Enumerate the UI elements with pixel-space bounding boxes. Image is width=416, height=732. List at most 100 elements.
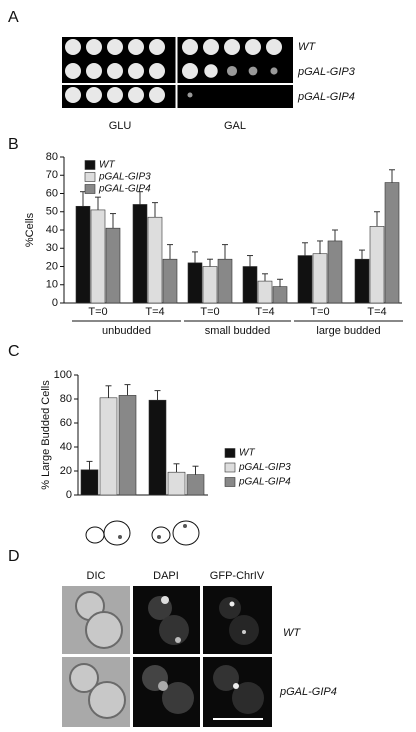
bar	[272, 286, 288, 304]
panel-label: A	[8, 9, 19, 26]
bar	[118, 395, 137, 496]
y-axis-label: %Cells	[24, 212, 36, 247]
legend-label: WT	[239, 448, 255, 459]
spot	[65, 39, 81, 55]
strain-label: pGAL-GIP4	[297, 91, 355, 103]
bar	[148, 399, 167, 496]
legend-label: pGAL-GIP4	[98, 184, 151, 195]
bar	[327, 240, 343, 304]
spot	[204, 64, 218, 78]
bar	[99, 397, 118, 496]
spot	[149, 39, 165, 55]
x-tick-label: T=4	[255, 306, 274, 318]
y-tick-label: 40	[60, 441, 72, 453]
spot	[203, 39, 219, 55]
strain-label: pGAL-GIP4	[279, 686, 337, 698]
x-tick-label: T=0	[200, 306, 219, 318]
bar	[167, 471, 186, 496]
spot	[149, 87, 165, 103]
bar	[242, 266, 258, 304]
spot	[107, 63, 123, 79]
spot	[107, 39, 123, 55]
channel-label: DIC	[87, 570, 106, 582]
legend-label: pGAL-GIP3	[98, 172, 151, 183]
bar	[369, 226, 385, 304]
plate-spots	[65, 39, 282, 103]
strain-label: WT	[283, 627, 301, 639]
bar	[162, 258, 178, 304]
bar	[217, 258, 233, 304]
spot	[86, 63, 102, 79]
bar	[105, 227, 121, 304]
spot	[270, 67, 278, 75]
x-tick-label: T=4	[145, 306, 164, 318]
spot	[182, 39, 198, 55]
spot	[65, 87, 81, 103]
y-tick-label: 80	[46, 151, 58, 163]
spot	[107, 87, 123, 103]
y-tick-label: 70	[46, 169, 58, 181]
bar	[147, 216, 163, 304]
bar	[132, 204, 148, 304]
y-tick-label: 0	[66, 489, 72, 501]
bar	[384, 182, 400, 304]
spot	[65, 63, 81, 79]
y-tick-label: 40	[46, 224, 58, 236]
bar	[257, 280, 273, 304]
y-tick-label: 0	[52, 297, 58, 309]
cell-icon	[85, 520, 200, 546]
legend-label: pGAL-GIP4	[238, 477, 291, 488]
panel-label: B	[8, 136, 19, 153]
y-tick-label: 20	[60, 465, 72, 477]
y-tick-label: 60	[46, 187, 58, 199]
strain-label: pGAL-GIP3	[297, 66, 356, 78]
bar	[186, 474, 205, 496]
legend-swatch	[84, 172, 96, 182]
bar	[312, 253, 328, 304]
bar	[187, 262, 203, 304]
condition-label: GAL	[224, 120, 246, 132]
spot	[128, 39, 144, 55]
y-tick-label: 50	[46, 206, 58, 218]
micrographs	[62, 586, 272, 727]
spot	[86, 39, 102, 55]
channel-label: DAPI	[153, 570, 179, 582]
x-tick-label: T=4	[367, 306, 386, 318]
y-tick-label: 30	[46, 242, 58, 254]
group-label: unbudded	[102, 325, 151, 337]
y-tick-label: 60	[60, 417, 72, 429]
legend-swatch	[224, 448, 236, 458]
y-tick-label: 20	[46, 260, 58, 272]
bar	[90, 209, 106, 304]
spot	[245, 39, 261, 55]
group-label: small budded	[205, 325, 270, 337]
legend-label: WT	[99, 160, 115, 171]
x-tick-label: T=0	[310, 306, 329, 318]
spot	[128, 87, 144, 103]
legend-swatch	[224, 462, 236, 473]
group-label: large budded	[316, 325, 380, 337]
y-tick-label: 10	[46, 279, 58, 291]
y-tick-label: 80	[60, 393, 72, 405]
spot	[149, 63, 165, 79]
spot	[248, 66, 258, 76]
strain-label: WT	[298, 41, 316, 53]
bar	[202, 266, 218, 304]
bar	[297, 255, 313, 304]
channel-label: GFP-ChrIV	[210, 570, 265, 582]
panel-label: C	[8, 343, 20, 360]
x-tick-label: T=0	[88, 306, 107, 318]
spot	[86, 87, 102, 103]
spot	[182, 63, 198, 79]
condition-label: GLU	[109, 120, 132, 132]
panel-label: D	[8, 548, 20, 565]
spot	[128, 63, 144, 79]
bar	[354, 258, 370, 304]
legend-label: pGAL-GIP3	[238, 462, 291, 473]
y-axis-label: % Large Budded Cells	[40, 380, 52, 490]
legend-swatch	[84, 160, 96, 170]
spot	[224, 39, 240, 55]
legend-swatch	[224, 477, 236, 487]
bar	[75, 205, 91, 304]
